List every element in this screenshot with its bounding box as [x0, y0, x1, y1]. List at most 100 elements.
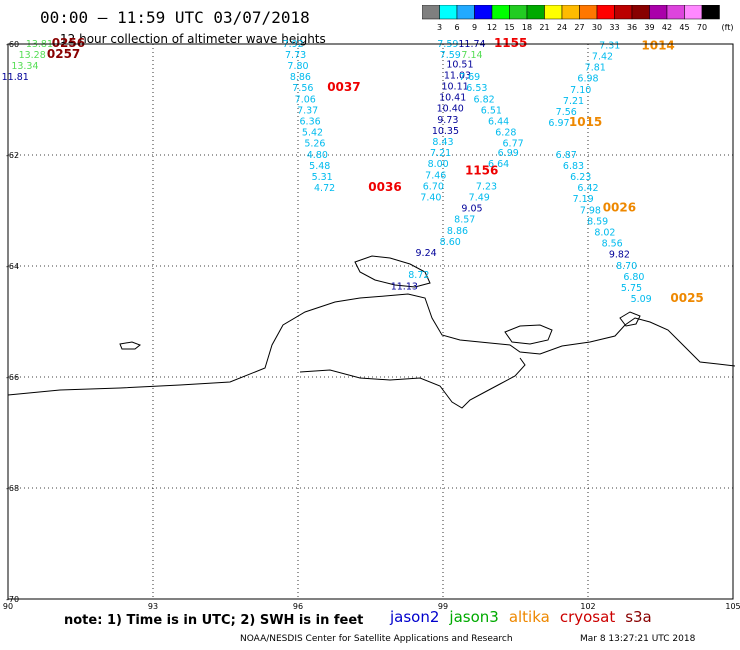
lat-tick-label: -64 [6, 262, 19, 271]
colorbar-tick-label: 42 [662, 23, 672, 32]
wave-height-label: 7.19 [573, 194, 594, 205]
wave-height-label: 4.72 [314, 183, 335, 194]
wave-height-label: 8.70 [616, 261, 637, 272]
wave-height-label: 11.13 [391, 281, 418, 292]
wave-height-label: 13.28 [19, 50, 46, 61]
lat-tick-label: -70 [6, 595, 19, 604]
wave-height-label: 7.49 [469, 193, 490, 204]
wave-height-label: 8.86 [290, 72, 311, 83]
wave-height-label: 7.59 [440, 50, 461, 61]
wave-height-label: 6.44 [488, 116, 509, 127]
wave-height-label: 6.70 [423, 181, 444, 192]
wave-height-label: 8.86 [447, 226, 468, 237]
satellite-s3a: s3a [625, 608, 652, 626]
wave-height-label: 5.26 [304, 139, 325, 150]
ice-island-1 [354, 255, 431, 288]
ice-island-2 [504, 324, 553, 345]
wave-height-label: 7.73 [285, 50, 306, 61]
wave-observations: 13.8113.2813.3411.817.927.737.808.867.56… [2, 39, 652, 305]
wave-height-label: 6.28 [495, 128, 516, 139]
pass-time-label: 1014 [641, 39, 674, 53]
wave-height-label: 6.23 [570, 172, 591, 183]
colorbar-tick-label: 3 [437, 23, 442, 32]
wave-height-label: 10.11 [441, 82, 468, 93]
colorbar-tick-label: 9 [472, 23, 477, 32]
lon-tick-label: 105 [725, 602, 740, 610]
ice-island-3 [119, 341, 141, 350]
lon-tick-label: 102 [580, 602, 595, 610]
lat-tick-label: -62 [6, 151, 19, 160]
grid-lines [8, 44, 733, 599]
satellite-altika: altika [508, 608, 550, 626]
wave-height-label: 6.42 [577, 183, 598, 194]
wave-height-label: 7.37 [297, 105, 318, 116]
wave-height-label: 7.56 [556, 107, 577, 118]
wave-height-label: 9.73 [437, 115, 458, 126]
map-frame [7, 43, 734, 600]
wave-height-label: 7.56 [292, 83, 313, 94]
wave-height-label: 7.42 [592, 52, 613, 63]
lat-tick-label: -60 [6, 40, 19, 49]
wave-height-label: 9.05 [461, 204, 482, 215]
map-subtitle: 12 hour collection of altimeter wave hei… [60, 32, 326, 46]
wave-height-label: 10.51 [446, 59, 473, 70]
wave-height-label: 8.56 [602, 239, 623, 250]
wave-height-label: 13.34 [11, 61, 38, 72]
wave-height-label: 9.82 [609, 250, 630, 261]
wave-height-label: 6.82 [474, 94, 495, 105]
credit-line: NOAA/NESDIS Center for Satellite Applica… [240, 634, 513, 644]
pass-time-label: 1156 [465, 163, 498, 177]
wave-height-label: 7.80 [287, 61, 308, 72]
pass-time-label: 0025 [670, 291, 703, 305]
antarctic-coastline [7, 293, 736, 396]
satellite-cryosat: cryosat [559, 608, 616, 626]
map-title: 00:00 – 11:59 UTC 03/07/2018 [40, 8, 310, 27]
wave-height-label: 6.83 [563, 161, 584, 172]
pass-time-label: 0257 [47, 47, 80, 61]
colorbar-tick-label: 36 [627, 23, 637, 32]
wave-height-label: 7.98 [580, 205, 601, 216]
lat-tick-label: -68 [6, 484, 19, 493]
wave-height-label: 7.23 [476, 181, 497, 192]
wave-height-label: 7.81 [585, 63, 606, 74]
wave-height-label: 5.48 [309, 161, 330, 172]
wave-height-label: 5.75 [621, 283, 642, 294]
colorbar-legend: 3 6 9 12 15 18 21 24 27 30 33 36 39 42 45 70 (ft) [422, 5, 734, 32]
pass-time-label: 1015 [569, 115, 602, 129]
colorbar-unit: (ft) [722, 23, 734, 32]
wave-height-label: 10.41 [439, 93, 466, 104]
wave-height-label: 7.40 [420, 193, 441, 204]
wave-height-label: 7.69 [459, 72, 480, 83]
wave-height-label: 6.98 [577, 74, 598, 85]
wave-height-label: 8.72 [408, 270, 429, 281]
wave-height-label: 8.59 [587, 216, 608, 227]
wave-height-label: 7.10 [570, 85, 591, 96]
pass-time-label: 0036 [368, 180, 401, 194]
wave-height-label: 8.43 [432, 137, 453, 148]
wave-height-label: 7.21 [563, 96, 584, 107]
wave-height-label: 6.97 [548, 118, 569, 129]
wave-height-label: 8.00 [428, 159, 449, 170]
wave-height-label: 8.02 [594, 227, 615, 238]
pass-time-label: 1155 [494, 36, 527, 50]
wave-height-label: 6.77 [503, 139, 524, 150]
wave-height-label: 6.80 [623, 272, 644, 283]
colorbar-tick-label: 6 [454, 23, 459, 32]
wave-height-label: 8.60 [440, 237, 461, 248]
wave-height-label: 6.99 [498, 148, 519, 159]
colorbar-tick-label: 27 [574, 23, 584, 32]
colorbar-tick-label: 33 [609, 23, 619, 32]
coastline-inner [299, 357, 526, 409]
axis-labels: 90 93 96 99 102 105 -60 -62 -64 -66 -68 -70 [3, 40, 740, 610]
colorbar-tick-label: 45 [679, 23, 689, 32]
wave-height-label: 7.14 [461, 50, 482, 61]
colorbar-swatch [701, 5, 720, 20]
wave-height-label: 8.57 [454, 215, 475, 226]
wave-height-label: 6.87 [556, 150, 577, 161]
wave-height-label: 5.09 [631, 294, 652, 305]
wave-height-label: 6.64 [488, 159, 509, 170]
wave-height-label: 6.36 [300, 116, 321, 127]
pass-time-label: 0256 [52, 36, 85, 50]
wave-height-label: 7.06 [295, 94, 316, 105]
colorbar-tick-label: 70 [697, 23, 707, 32]
